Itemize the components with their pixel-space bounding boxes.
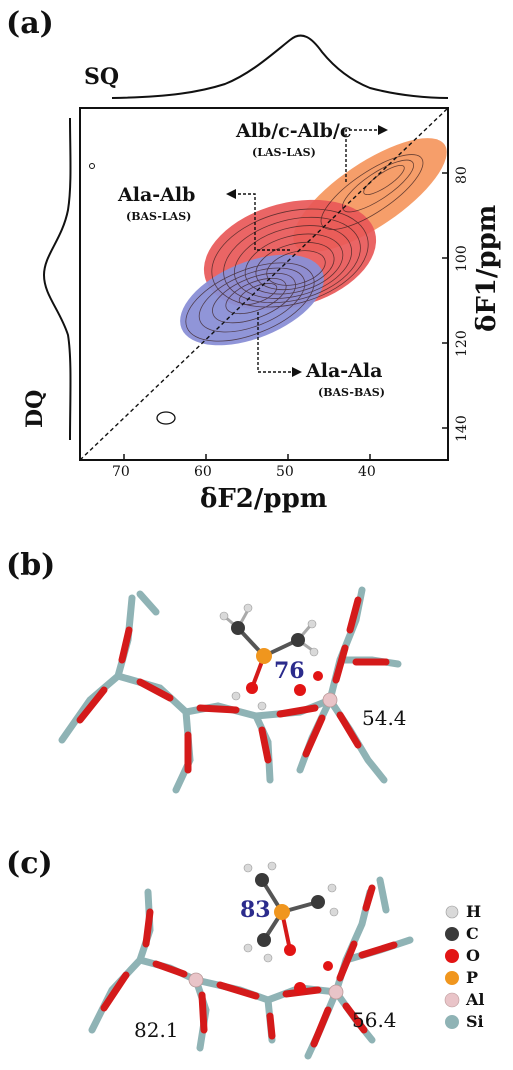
arrow-bas-las (236, 193, 290, 251)
diagonal-line (80, 108, 448, 460)
annotation-bas-las-title: Ala-Alb (118, 184, 196, 206)
legend-h-atom (445, 905, 459, 919)
atom-legend (444, 905, 460, 1029)
legend-label-si: Si (466, 1012, 484, 1031)
panel-b-label: (b) (6, 548, 56, 583)
legend-p-atom (445, 971, 459, 985)
annotation-las-las-title: Alb/c-Alb/c (236, 120, 352, 142)
shift-al-right-c: 56.4 (352, 1008, 397, 1032)
panel-a-label: (a) (6, 6, 54, 41)
panel-c-label: (c) (6, 846, 53, 881)
annotation-las-las-subtitle: (LAS-LAS) (252, 146, 316, 159)
x-tick: 40 (358, 464, 376, 480)
probe-molecule-c (243, 861, 339, 963)
panel-b-framework (58, 586, 402, 794)
x-tick: 70 (112, 464, 130, 480)
panel-a-spectrum (42, 34, 449, 461)
shift-al-left-c: 82.1 (134, 1018, 179, 1042)
x-tick: 50 (276, 464, 294, 480)
arrow-las-las (345, 129, 378, 182)
stray-contour-1 (156, 411, 176, 425)
annotation-bas-bas-subtitle: (BAS-BAS) (318, 386, 385, 399)
legend-label-al: Al (466, 990, 485, 1009)
legend-label-p: P (466, 968, 479, 987)
sq-label: SQ (84, 64, 120, 90)
sq-projection (111, 34, 449, 99)
legend-c-atom (445, 927, 459, 941)
al-atom-c (328, 984, 344, 1000)
stray-contour-2 (89, 163, 95, 169)
dq-projection (42, 117, 72, 441)
shift-p-c: 83 (240, 897, 271, 923)
legend-label-h: H (466, 902, 482, 921)
annotation-bas-bas-title: Ala-Ala (306, 360, 383, 382)
legend-label-o: O (466, 946, 480, 965)
legend-label-c: C (466, 924, 479, 943)
al-atom (322, 692, 338, 708)
x-tick: 60 (194, 464, 212, 480)
x-axis-label: δF2/ppm (200, 484, 328, 514)
arrow-bas-bas (257, 312, 292, 373)
probe-molecule-b (219, 603, 319, 711)
legend-o-atom (445, 949, 459, 963)
shift-p-b: 76 (274, 658, 305, 684)
legend-si-atom (445, 1015, 459, 1029)
contour-lines (185, 154, 424, 342)
legend-al-atom (444, 992, 460, 1008)
shift-al-b: 54.4 (362, 706, 407, 730)
annotation-bas-las-subtitle: (BAS-LAS) (126, 210, 192, 223)
plot-frame (79, 107, 449, 461)
